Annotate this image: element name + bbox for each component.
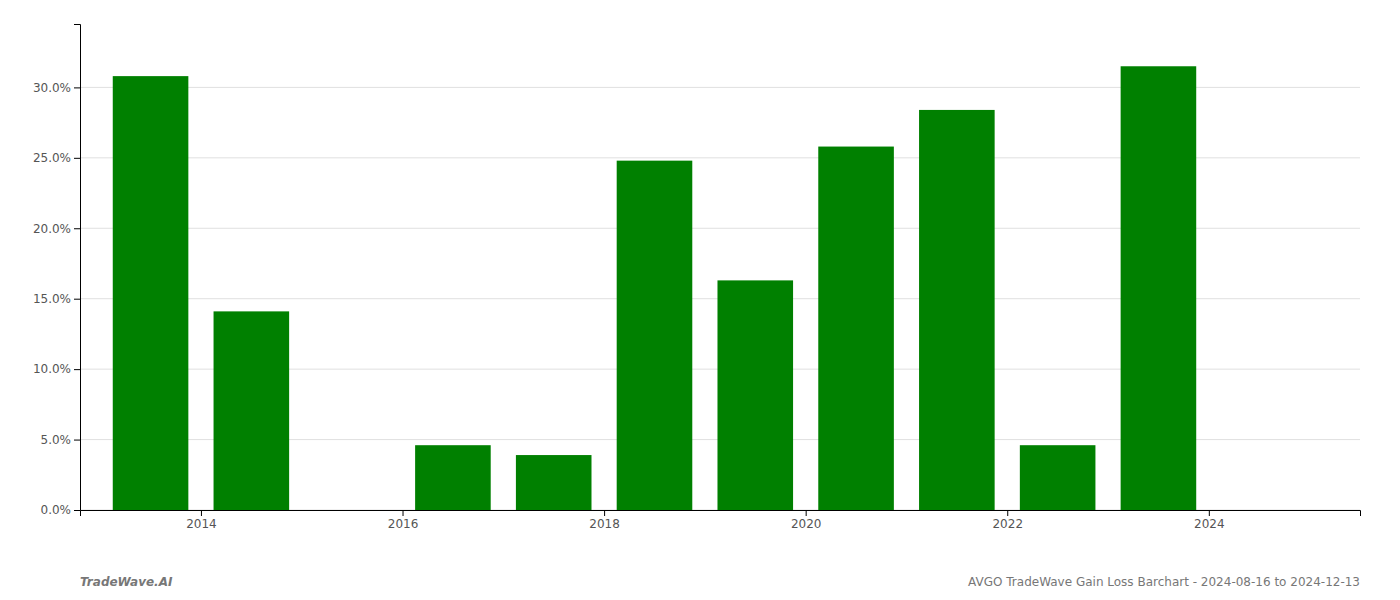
y-tick: 10.0% [33,362,80,376]
y-tick: 30.0% [33,81,80,95]
tick-mark [403,510,404,516]
bars [113,66,1196,510]
tick-mark [74,87,80,88]
bar [214,311,290,510]
bar [617,161,693,510]
tick-label: 2014 [186,517,217,531]
tick-mark [74,228,80,229]
bar [919,110,995,510]
x-axis: 2014 2016 2018 2020 2022 2024 [81,510,1361,531]
tick-label: 2016 [388,517,419,531]
tick-mark [74,299,80,300]
plot-area: 2014 2016 2018 2020 2022 2024 0.0% 5.0% 10.0% 15.… [33,25,1361,531]
axis-line [81,511,1361,517]
tick-mark [74,510,80,511]
x-tick: 2014 [186,510,217,531]
y-tick: 15.0% [33,292,80,306]
tick-mark [201,510,202,516]
y-tick: 5.0% [41,433,81,447]
x-tick: 2022 [992,510,1023,531]
bar [415,445,491,510]
axis-line [74,25,81,511]
y-tick: 0.0% [41,503,81,517]
bar [113,76,189,510]
tick-label: 15.0% [33,292,71,306]
x-tick: 2024 [1194,510,1225,531]
x-tick: 2016 [388,510,419,531]
y-axis: 0.0% 5.0% 10.0% 15.0% 20.0% 25.0% 30.0% [33,25,81,518]
chart: 2014 2016 2018 2020 2022 2024 0.0% 5.0% 10.0% 15.… [0,0,1400,600]
tick-label: 25.0% [33,151,71,165]
tick-label: 2024 [1194,517,1225,531]
tick-mark [806,510,807,516]
tick-label: 2018 [589,517,620,531]
bar [1020,445,1096,510]
title: AVGO TradeWave Gain Loss Barchart - 2024… [968,575,1360,589]
tick-label: 30.0% [33,81,71,95]
watermark: TradeWave.AI [80,575,173,589]
tick-mark [1007,510,1008,516]
tick-mark [74,440,80,441]
bar [717,280,793,510]
bar [818,147,894,510]
bar [516,455,592,510]
tick-label: 10.0% [33,362,71,376]
y-tick: 20.0% [33,222,80,236]
bar [1121,66,1197,510]
x-tick: 2020 [791,510,822,531]
tick-mark [604,510,605,516]
tick-label: 0.0% [41,503,72,517]
x-tick: 2018 [589,510,620,531]
tick-label: 20.0% [33,222,71,236]
y-tick: 25.0% [33,151,80,165]
tick-mark [74,369,80,370]
tick-label: 5.0% [41,433,72,447]
tick-label: 2022 [992,517,1023,531]
tick-label: 2020 [791,517,822,531]
tick-mark [1209,510,1210,516]
tick-mark [74,158,80,159]
